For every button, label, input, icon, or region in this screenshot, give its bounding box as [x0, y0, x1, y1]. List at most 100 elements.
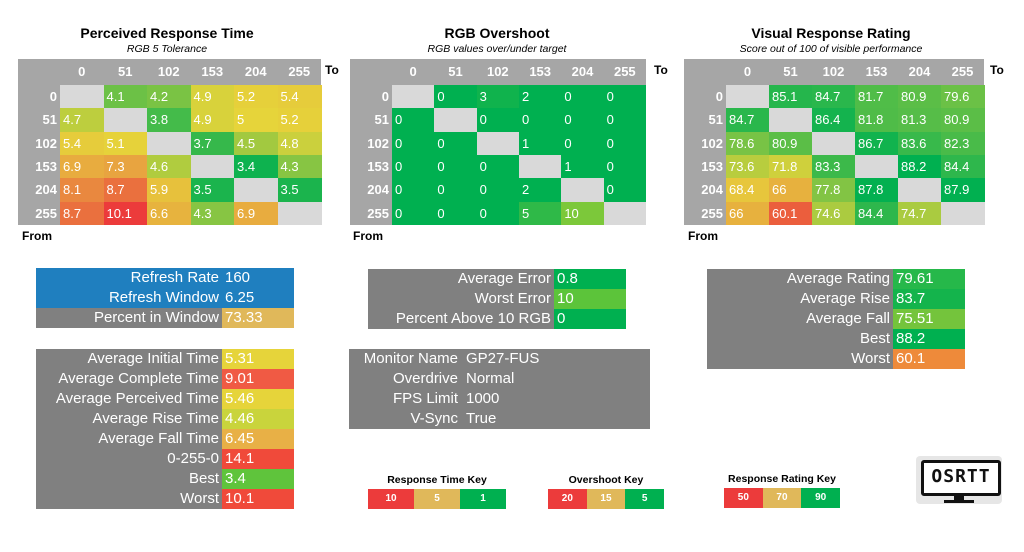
heatmap-cell-diagonal [603, 201, 647, 226]
stat-row: Refresh Rate 160 [36, 268, 294, 288]
stat-value: 88.2 [893, 329, 965, 349]
key-swatch: 70 [762, 488, 802, 508]
heatmap-cell: 3.8 [147, 108, 191, 133]
heatmap-cell: 10.1 [103, 201, 148, 226]
heatmap-col-header: 204 [561, 59, 604, 85]
stat-row: 0-255-0 14.1 [36, 449, 294, 469]
heatmap-cell: 1 [519, 131, 562, 156]
heatmap-cell: 0 [392, 178, 435, 203]
heatmap-cell: 5.2 [234, 85, 278, 109]
heatmap-cell-diagonal [147, 131, 191, 156]
stat-row: Average Initial Time 5.31 [36, 349, 294, 369]
heatmap-cell: 0 [603, 178, 647, 203]
rating-heatmap: 0 51 102 153 204 255 0 51 102 153 204 255 85.1 84.7 81… [684, 59, 985, 226]
stat-label: Average Perceived Time [55, 390, 219, 407]
logo-text: OSRTT [931, 466, 991, 487]
key-swatch: 50 [724, 488, 763, 508]
stat-row: Average Perceived Time 5.46 [36, 389, 294, 409]
heatmap-cell: 81.8 [855, 108, 899, 133]
heatmap-corner [684, 59, 726, 85]
heatmap-cell: 10 [561, 201, 605, 226]
stat-label: Refresh Rate [130, 269, 219, 286]
stat-value: 5.31 [222, 349, 294, 369]
heatmap-cell: 80.9 [769, 131, 813, 156]
stat-value: 1000 [466, 390, 500, 407]
response-stats-box: Average Initial Time 5.31 Average Complete… [36, 349, 294, 509]
heatmap-cell: 84.7 [812, 85, 856, 109]
heatmap-cell-diagonal [812, 131, 856, 156]
heatmap-cell: 3.5 [190, 178, 235, 203]
heatmap-cell: 0 [519, 108, 562, 133]
stat-label: Percent Above 10 RGB [395, 310, 551, 327]
heatmap-cell: 4.9 [190, 108, 235, 133]
stat-row: Refresh Window 6.25 [36, 288, 294, 308]
stat-value: 0.8 [554, 269, 626, 289]
stat-label: Average Rise Time [92, 410, 219, 427]
heatmap-cell: 0 [434, 131, 478, 156]
stat-label: Average Fall [806, 310, 890, 327]
heatmap-cell: 84.4 [941, 155, 985, 179]
heatmap-cell: 6.6 [147, 201, 191, 226]
stat-label: 0-255-0 [167, 450, 219, 467]
chart-title-response: Perceived Response Time [80, 25, 254, 41]
stat-value: GP27-FUS [466, 350, 540, 367]
stat-label: Average Error [457, 270, 551, 287]
heatmap-row-header: 204 [350, 178, 392, 202]
heatmap-cell: 5.1 [103, 131, 148, 156]
key-swatch: 15 [586, 489, 626, 509]
stat-value: True [466, 410, 497, 427]
heatmap-cell: 4.6 [147, 155, 191, 179]
heatmap-cell: 87.9 [941, 178, 985, 203]
heatmap-cell: 71.8 [769, 155, 813, 179]
heatmap-cell: 0 [392, 155, 435, 179]
to-label-overshoot: To [654, 63, 668, 77]
heatmap-row-header: 153 [684, 155, 726, 179]
stat-label: Worst [851, 350, 890, 367]
stat-row: Average Rise Time 4.46 [36, 409, 294, 429]
heatmap-cell-diagonal [190, 155, 235, 179]
heatmap-cell: 0 [392, 201, 435, 226]
heatmap-col-header: 255 [603, 59, 646, 85]
heatmap-col-header: 102 [147, 59, 191, 85]
key-swatch: 5 [625, 489, 664, 509]
overshoot-stats-box: Average Error 0.8 Worst Error 10 Percent Abo… [368, 269, 626, 329]
heatmap-row-header: 51 [350, 108, 392, 132]
heatmap-row-header: 102 [18, 131, 60, 155]
heatmap-cell: 6.9 [60, 155, 104, 179]
heatmap-cell: 0 [434, 155, 478, 179]
heatmap-col-header: 102 [476, 59, 519, 85]
stat-value: 160 [225, 269, 251, 286]
key-title: Response Time Key [387, 474, 487, 486]
heatmap-cell: 4.8 [277, 131, 322, 156]
stat-row: Percent Above 10 RGB 0 [368, 309, 626, 329]
key-title: Overshoot Key [568, 474, 644, 486]
heatmap-cell: 77.8 [812, 178, 856, 203]
heatmap-cell: 68.4 [726, 178, 770, 203]
stat-value: 9.01 [222, 369, 294, 389]
heatmap-cell: 0 [434, 201, 478, 226]
heatmap-cell: 84.7 [726, 108, 770, 133]
heatmap-row-header: 153 [18, 155, 60, 179]
osrtt-logo: OSRTT [916, 456, 1002, 504]
heatmap-row-header: 0 [18, 85, 60, 109]
stat-value: 6.25 [225, 289, 255, 306]
heatmap-cell: 8.7 [103, 178, 148, 203]
heatmap-cell: 5.4 [60, 131, 104, 156]
heatmap-cell-diagonal [103, 108, 148, 133]
heatmap-cell-diagonal [519, 155, 562, 179]
stat-value: 4.46 [222, 409, 294, 429]
stat-row: Average Complete Time 9.01 [36, 369, 294, 389]
heatmap-row-header: 102 [684, 131, 726, 155]
stat-label: Average Rating [786, 270, 890, 287]
heatmap-row-header: 0 [350, 85, 392, 109]
monitor-info-box: Monitor Name GP27-FUS Overdrive Normal FPS L… [349, 349, 650, 429]
heatmap-cell: 0 [561, 108, 605, 133]
heatmap-cell: 7.3 [103, 155, 148, 179]
heatmap-cell: 4.9 [190, 85, 235, 109]
stat-label: Monitor Name [363, 350, 458, 367]
heatmap-col-header: 153 [519, 59, 562, 85]
key-swatch: 1 [460, 489, 506, 509]
stat-label: Average Initial Time [87, 350, 219, 367]
heatmap-cell: 5.9 [147, 178, 191, 203]
heatmap-cell: 87.8 [855, 178, 899, 203]
